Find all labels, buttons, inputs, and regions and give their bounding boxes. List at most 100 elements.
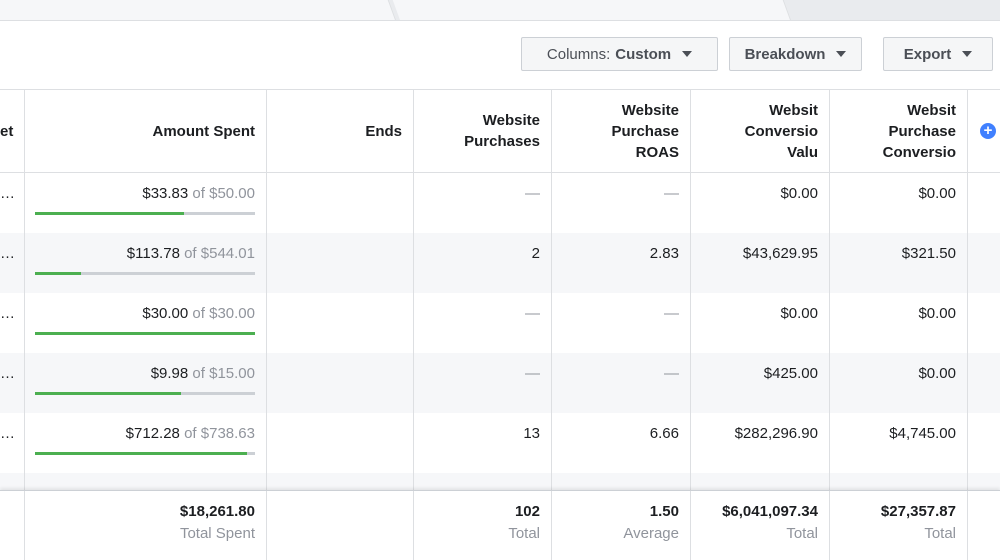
separator: of	[184, 425, 197, 442]
header-line: Purchases	[464, 133, 540, 150]
row-lead: …	[0, 305, 15, 322]
button-label: Export	[903, 45, 952, 63]
budget: $30.00	[209, 305, 255, 322]
budget-progress-track	[35, 392, 255, 395]
add-column-icon[interactable]: +	[980, 123, 996, 139]
separator: of	[192, 365, 205, 382]
caret	[836, 51, 847, 57]
purchases: —	[525, 185, 540, 202]
column-divider	[967, 90, 968, 490]
conversion-value: $282,296.90	[734, 425, 818, 442]
separator: of	[192, 185, 205, 202]
column-divider	[967, 491, 968, 560]
table-row	[0, 413, 1000, 473]
column-divider	[266, 90, 267, 490]
header-line: et	[0, 122, 14, 140]
budget-progress-track	[35, 332, 255, 335]
header-line: Purchase	[611, 122, 679, 140]
footer-label: Total	[508, 525, 540, 542]
roas: 6.66	[649, 425, 679, 442]
spent: $712.28	[125, 425, 180, 442]
purchase-conversion: $4,745.00	[889, 425, 956, 442]
column-header: Websit Conversio Valu	[745, 100, 818, 163]
footer-value: $27,357.87	[880, 503, 956, 520]
header-line: Amount Spent	[152, 122, 256, 140]
budget-progress-track	[35, 452, 255, 455]
tab	[392, 0, 791, 20]
column-header: et	[0, 121, 13, 142]
roas: —	[664, 365, 679, 382]
button-label: Breakdown	[744, 45, 826, 63]
purchase-conversion: $321.50	[901, 245, 956, 262]
purchases: 13	[523, 425, 540, 442]
conversion-value: $0.00	[780, 185, 818, 202]
separator: of	[192, 305, 205, 322]
table-row	[0, 353, 1000, 413]
column-header: Website Purchase ROAS	[611, 100, 679, 163]
breakdown-button[interactable]: Breakdown	[729, 37, 862, 71]
footer-label: Total	[786, 525, 818, 542]
column-divider	[551, 491, 552, 560]
header-line: Websit	[907, 101, 956, 119]
budget-progress	[35, 332, 255, 335]
header-line: Websit	[769, 101, 818, 119]
spent: $30.00	[142, 305, 189, 322]
header-line: Valu	[787, 143, 818, 161]
spent: $33.83	[142, 185, 189, 202]
table-row	[0, 293, 1000, 353]
row-lead: …	[0, 425, 15, 442]
separator: of	[184, 245, 197, 262]
caret	[682, 51, 693, 57]
budget-progress	[35, 212, 184, 215]
column-divider	[829, 90, 830, 490]
column-divider	[690, 491, 691, 560]
roas: —	[664, 185, 679, 202]
column-divider	[24, 90, 25, 490]
footer-label: Total Spent	[179, 525, 255, 542]
footer-label: Average	[623, 525, 679, 542]
amount-spent: $712.28 of $738.63	[126, 425, 255, 442]
export-button[interactable]: Export	[883, 37, 993, 71]
spent: $113.78	[126, 245, 180, 262]
caret	[962, 51, 973, 57]
footer-label: Total	[924, 525, 956, 542]
header-line: Conversio	[744, 122, 818, 140]
header-line: Purchase	[888, 122, 956, 140]
budget: $50.00	[209, 185, 255, 202]
conversion-value: $425.00	[763, 365, 818, 382]
footer-value: $18,261.80	[179, 503, 255, 520]
budget-progress	[35, 452, 248, 455]
column-header: Ends	[365, 121, 402, 142]
budget: $15.00	[209, 365, 255, 382]
button-value: Custom	[615, 45, 672, 63]
footer-row	[0, 490, 1000, 560]
header-line: Ends	[365, 122, 402, 140]
amount-spent: $113.78 of $544.01	[127, 245, 255, 262]
budget-progress	[35, 392, 182, 395]
column-divider	[266, 491, 267, 560]
row-lead: …	[0, 185, 15, 202]
purchase-conversion: $0.00	[918, 185, 956, 202]
header-row	[0, 89, 1000, 173]
spent: $9.98	[150, 365, 189, 382]
column-header: Website Purchases	[464, 110, 540, 152]
table-row	[0, 233, 1000, 293]
header-line: Conversio	[882, 143, 956, 161]
tab	[0, 0, 397, 20]
footer-value: 1.50	[649, 503, 679, 520]
header-line: ROAS	[635, 143, 679, 161]
header-line: Website	[482, 112, 540, 129]
amount-spent: $30.00 of $30.00	[142, 305, 255, 322]
footer-value: 102	[514, 503, 540, 520]
amount-spent: $9.98 of $15.00	[151, 365, 255, 382]
column-divider	[829, 491, 830, 560]
budget: $738.63	[200, 425, 255, 442]
columns-button[interactable]: Columns: Custom	[521, 37, 718, 71]
budget-progress-track	[35, 212, 255, 215]
column-divider	[24, 491, 25, 560]
purchases: —	[525, 365, 540, 382]
row-lead: …	[0, 365, 15, 382]
purchase-conversion: $0.00	[918, 365, 956, 382]
button-label: Columns:	[546, 45, 611, 63]
